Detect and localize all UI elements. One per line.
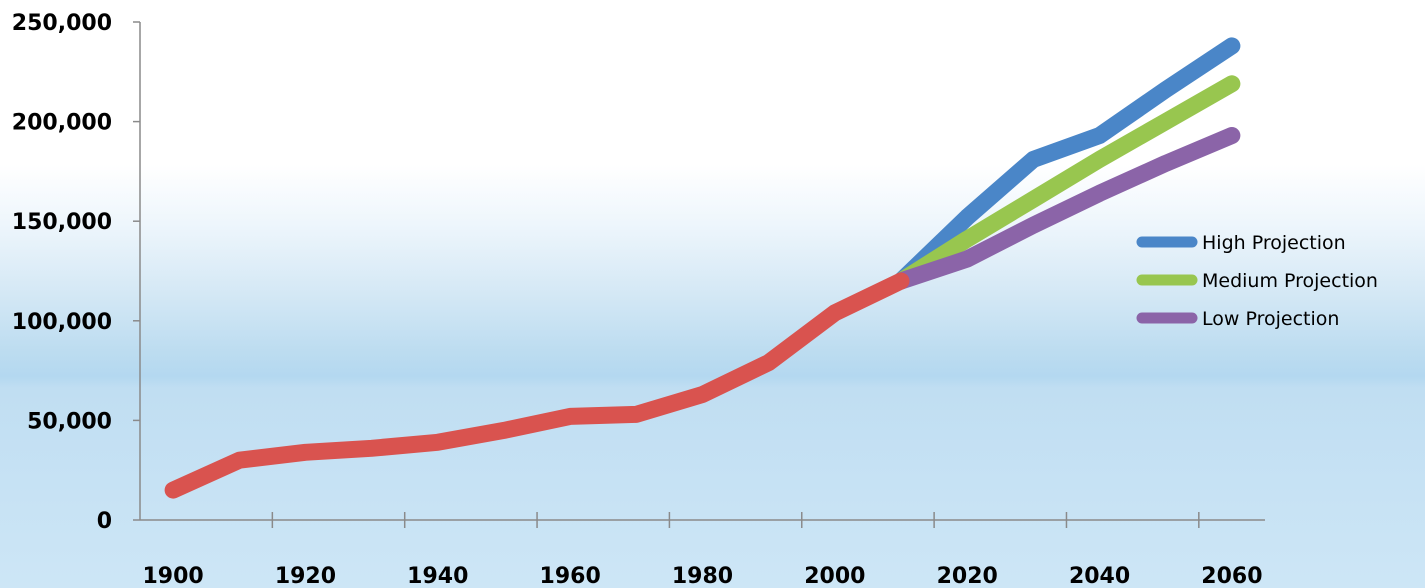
legend-label-medium-projection: Medium Projection [1202, 270, 1378, 292]
axes [139, 22, 1265, 521]
y-tick-label: 50,000 [27, 409, 112, 434]
x-tick-labels: 1900 1920 1940 1960 1980 2000 2020 2040 2060 [142, 512, 1263, 588]
x-tick-label: 2020 [937, 564, 998, 588]
y-tick-label: 250,000 [12, 11, 112, 36]
series-line-low-projection [892, 127, 1241, 290]
y-tick-label: 150,000 [12, 210, 112, 235]
x-tick-label: 2000 [804, 564, 865, 588]
x-tick-label: 1900 [142, 564, 203, 588]
x-tick-label: 1920 [275, 564, 336, 588]
x-tick-label: 2060 [1201, 564, 1262, 588]
x-tick-label: 1960 [540, 564, 601, 588]
legend: High Projection Medium Projection Low Proj… [1136, 232, 1378, 330]
y-tick-label: 0 [97, 509, 112, 534]
x-tick-label: 2040 [1069, 564, 1130, 588]
legend-label-high-projection: High Projection [1202, 232, 1346, 254]
series-line-medium-projection [892, 75, 1241, 290]
x-tick-label: 1940 [407, 564, 468, 588]
legend-label-low-projection: Low Projection [1202, 308, 1339, 330]
y-tick-label: 200,000 [12, 111, 112, 136]
y-tick-label: 100,000 [12, 310, 112, 335]
series-line-historical [164, 272, 910, 499]
series-line-high-projection [892, 37, 1241, 290]
y-tick-labels: 0 50,000 100,000 150,000 200,000 250,000 [12, 11, 140, 534]
x-tick-label: 1980 [672, 564, 733, 588]
series-lines [164, 37, 1241, 499]
